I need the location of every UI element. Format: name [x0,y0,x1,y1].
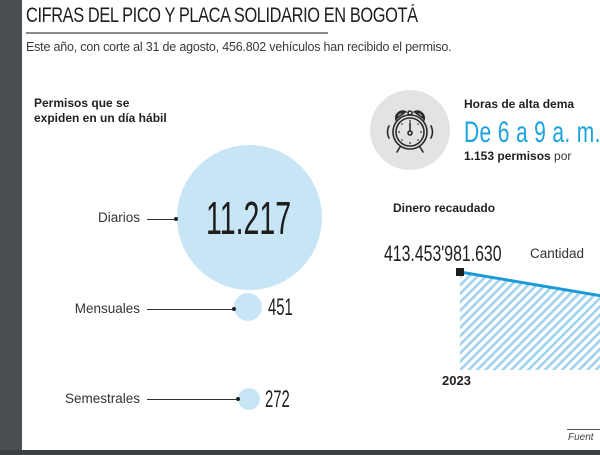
peak-hours-range: De 6 a 9 a. m. [464,116,600,149]
revenue-area-fill [460,272,600,370]
leader-dot-semestrales [236,397,240,401]
revenue-year-label: 2023 [442,373,471,388]
permits-section-title: Permisos que se expiden en un día hábil [34,96,167,126]
page-subtitle: Este año, con corte al 31 de agosto, 456… [26,40,452,54]
alarm-clock-icon [386,110,434,153]
revenue-legend: Cantidad [530,246,585,261]
alarm-clock-badge [370,90,450,170]
peak-permits-count: 1.153 permisos [464,149,551,163]
bottom-margin-bar [0,450,600,455]
revenue-area-chart [456,268,600,370]
bubble-diarios [177,145,322,290]
peak-hours-permits: 1.153 permisos por [464,149,571,163]
peak-permits-rest: por [550,149,572,163]
bubble-mensuales [234,293,262,321]
label-semestrales: Semestrales [64,391,140,406]
permits-title-line2: expiden en un día hábil [34,111,167,125]
leader-line-mensuales [147,309,234,310]
peak-hours-title: Horas de alta dema [464,97,575,111]
label-mensuales: Mensuales [74,301,140,316]
leader-dot-mensuales [232,307,236,311]
label-diarios: Diarios [97,210,140,225]
infographic-page: CIFRAS DEL PICO Y PLACA SOLIDARIO EN BOG… [22,0,600,450]
leader-dot-diarios [174,217,178,221]
leader-line-diarios [147,219,176,220]
permits-title-line1: Permisos que se [34,96,130,110]
value-diarios: 11.217 [206,192,292,244]
bubble-semestrales [238,388,260,410]
source-rule [567,429,600,430]
value-mensuales: 451 [268,294,293,321]
left-margin-bar [0,0,22,455]
page-title: CIFRAS DEL PICO Y PLACA SOLIDARIO EN BOG… [26,4,418,27]
title-underline [26,32,328,34]
revenue-section-title: Dinero recaudado [393,201,496,215]
leader-line-semestrales [147,399,238,400]
revenue-line [459,270,600,298]
source-note: Fuent [568,432,594,443]
revenue-point-marker [456,268,464,276]
revenue-value: 413.453'981.630 [384,241,502,266]
value-semestrales: 272 [265,386,290,413]
